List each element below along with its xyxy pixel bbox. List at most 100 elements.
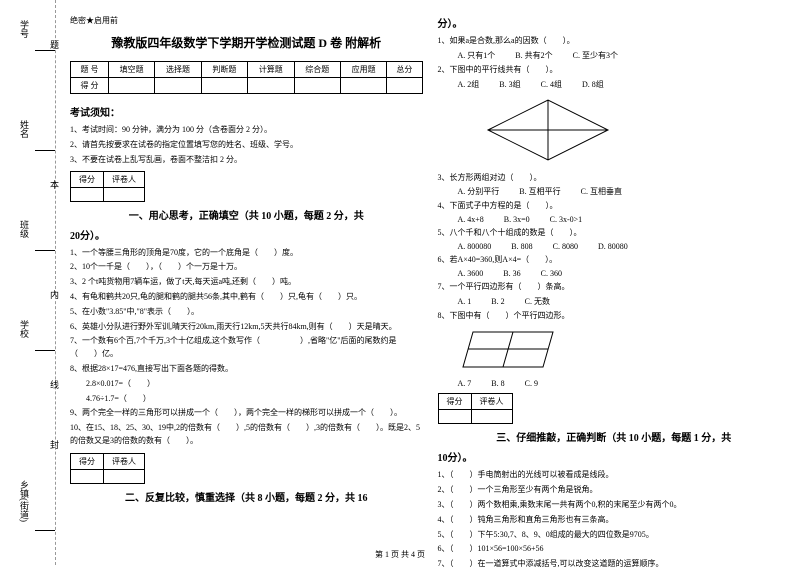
question: 2.8×0.017=（ ） [70, 378, 423, 391]
binding-margin: 学号 题 姓名 本 班级 内 学校 线 封 乡镇(街道) [0, 0, 60, 565]
margin-mark: 封 [48, 440, 61, 449]
options: A. 2组B. 3组C. 4组D. 8组 [438, 79, 791, 90]
margin-underline [35, 150, 55, 151]
td[interactable] [387, 78, 422, 94]
question: 1、如果a是合数,那么a的因数（ ）。 [438, 35, 791, 48]
question: 5、（ ）下午5:30,7、8、9、0组成的最大的四位数是9705。 [438, 529, 791, 542]
options: A. 7B. 8C. 9 [438, 379, 791, 388]
td[interactable] [201, 78, 247, 94]
exam-title: 豫教版四年级数学下学期开学检测试题 D 卷 附解析 [70, 34, 423, 51]
question: 8、根据28×17=476,直接写出下面各题的得数。 [70, 363, 423, 376]
th: 评卷人 [471, 394, 512, 410]
td: 得 分 [71, 78, 109, 94]
th: 得分 [71, 171, 104, 187]
td[interactable] [294, 78, 340, 94]
th: 评卷人 [104, 171, 145, 187]
section-3-title: 三、仔细推敲，正确判断（共 10 小题，每题 1 分，共 [438, 429, 791, 444]
th: 总分 [387, 62, 422, 78]
th: 得分 [71, 453, 104, 469]
question: 4、下面式子中方程的是（ ）。 [438, 200, 791, 213]
notice-item: 1、考试时间：90 分钟，满分为 100 分（含卷面分 2 分）。 [70, 124, 423, 135]
th: 计算题 [248, 62, 294, 78]
margin-mark: 内 [48, 290, 61, 299]
question: 6、若A×40=360,则A×4=（ ）。 [438, 254, 791, 267]
dash-line [55, 0, 56, 565]
question: 1、（ ）手电筒射出的光线可以被看成是线段。 [438, 469, 791, 482]
section-1-cont: 20分）。 [70, 227, 423, 242]
td[interactable] [71, 469, 104, 483]
margin-label: 班级 [18, 220, 31, 238]
question: 7、一个平行四边形有（ ）条高。 [438, 281, 791, 294]
question: 4、（ ）钝角三角形和直角三角形也有三条高。 [438, 514, 791, 527]
section-2-cont: 分）。 [438, 15, 791, 30]
question: 1、一个等腰三角形的顶角是70度，它的一个底角是（ ）度。 [70, 247, 423, 260]
question: 5、在小数"3.85"中,"8"表示（ ）。 [70, 306, 423, 319]
question: 5、八个千和八个十组成的数是（ ）。 [438, 227, 791, 240]
secret-label: 绝密★启用前 [70, 15, 423, 26]
section-3-cont: 10分）。 [438, 449, 791, 464]
td[interactable] [438, 410, 471, 424]
question: 2、（ ）一个三角形至少有两个角是锐角。 [438, 484, 791, 497]
grader-table: 得分评卷人 [438, 393, 513, 424]
page-footer: 第 1 页 共 4 页 [0, 549, 800, 560]
th: 题 号 [71, 62, 109, 78]
notice-item: 2、请首先按要求在试卷的指定位置填写您的姓名、班级、学号。 [70, 139, 423, 150]
margin-label: 学校 [18, 320, 31, 338]
score-table: 题 号 填空题 选择题 判断题 计算题 综合题 应用题 总分 得 分 [70, 61, 423, 94]
question: 4.76÷1.7=（ ） [70, 393, 423, 406]
th: 应用题 [340, 62, 386, 78]
section-1-title: 一、用心思考，正确填空（共 10 小题，每题 2 分，共 [70, 207, 423, 222]
question: 10、在15、18、25、30、19中,2的倍数有（ ）,5的倍数有（ ）,3的… [70, 422, 423, 448]
margin-underline [35, 250, 55, 251]
margin-mark: 题 [48, 40, 61, 49]
section-2-title: 二、反复比较，慎重选择（共 8 小题，每题 2 分，共 16 [70, 489, 423, 504]
th: 综合题 [294, 62, 340, 78]
options: A. 4x+8B. 3x=0C. 3x-0>1 [438, 215, 791, 224]
right-column: 分）。 1、如果a是合数,那么a的因数（ ）。 A. 只有1个B. 共有2个C.… [438, 15, 791, 560]
notice-title: 考试须知： [70, 104, 423, 119]
question: 7、一个数有6个百,7个千万,3个十亿组成,这个数写作（ ）,省略"亿"后面的尾… [70, 335, 423, 361]
question: 3、（ ）两个数相乘,乘数末尾一共有两个0,积的末尾至少有两个0。 [438, 499, 791, 512]
td[interactable] [71, 187, 104, 201]
margin-label: 学号 [18, 20, 31, 38]
content-area: 绝密★启用前 豫教版四年级数学下学期开学检测试题 D 卷 附解析 题 号 填空题… [60, 0, 800, 565]
question: 4、有龟和鹤共20只,龟的腿和鹤的腿共56条,其中,鹤有（ ）只,龟有（ ）只。 [70, 291, 423, 304]
td[interactable] [248, 78, 294, 94]
td[interactable] [104, 187, 145, 201]
rhombus-diagram [458, 95, 791, 167]
th: 得分 [438, 394, 471, 410]
left-column: 绝密★启用前 豫教版四年级数学下学期开学检测试题 D 卷 附解析 题 号 填空题… [70, 15, 423, 560]
td[interactable] [471, 410, 512, 424]
margin-underline [35, 530, 55, 531]
question: 3、2 个t吨货物用7辆车运，做了t天,每天运a吨,还剩（ ）吨。 [70, 276, 423, 289]
margin-mark: 本 [48, 180, 61, 189]
grader-table: 得分评卷人 [70, 453, 145, 484]
margin-underline [35, 350, 55, 351]
parallelogram-diagram [458, 327, 791, 374]
options: A. 1B. 2C. 无数 [438, 296, 791, 307]
th: 选择题 [155, 62, 201, 78]
options: A. 800080B. 808C. 8080D. 80080 [438, 242, 791, 251]
options: A. 分别平行B. 互相平行C. 互相垂直 [438, 186, 791, 197]
th: 评卷人 [104, 453, 145, 469]
td[interactable] [155, 78, 201, 94]
margin-label: 乡镇(街道) [18, 480, 31, 522]
question: 3、长方形两组对边（ ）。 [438, 172, 791, 185]
grader-table: 得分评卷人 [70, 171, 145, 202]
question: 9、两个完全一样的三角形可以拼成一个（ ），两个完全一样的梯形可以拼成一个（ ）… [70, 407, 423, 420]
question: 6、英雄小分队进行野外军训,晴天行20km,雨天行12km,5天共行84km,则… [70, 321, 423, 334]
options: A. 只有1个B. 共有2个C. 至少有3个 [438, 50, 791, 61]
td[interactable] [108, 78, 154, 94]
notice-item: 3、不要在试卷上乱写乱画，卷面不整洁扣 2 分。 [70, 154, 423, 165]
td[interactable] [340, 78, 386, 94]
options: A. 3600B. 36C. 360 [438, 269, 791, 278]
question: 2、10个一千是（ ），（ ）个一万是十万。 [70, 261, 423, 274]
margin-underline [35, 50, 55, 51]
th: 填空题 [108, 62, 154, 78]
question: 2、下图中的平行线共有（ ）。 [438, 64, 791, 77]
th: 判断题 [201, 62, 247, 78]
margin-mark: 线 [48, 380, 61, 389]
question: 8、下图中有（ ）个平行四边形。 [438, 310, 791, 323]
margin-label: 姓名 [18, 120, 31, 138]
td[interactable] [104, 469, 145, 483]
